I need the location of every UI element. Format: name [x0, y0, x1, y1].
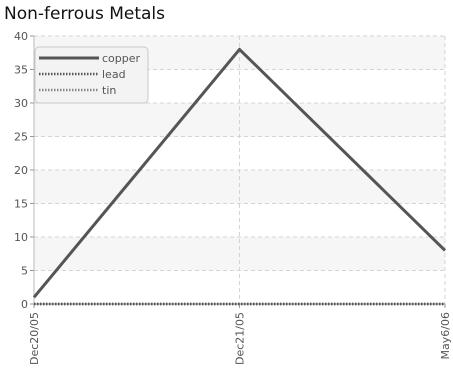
y-tick-label: 35 [14, 64, 28, 77]
y-tick-label: 40 [14, 30, 28, 43]
legend-label-lead: lead [102, 68, 126, 81]
x-tick-label: Dec21/05 [234, 312, 247, 365]
series-lines [32, 47, 447, 306]
y-tick-label: 20 [14, 164, 28, 177]
x-tick-label: May6/06 [439, 312, 452, 359]
x-axis-ticks: Dec20/05 Dec21/05 May6/06 [28, 304, 452, 365]
legend-label-tin: tin [102, 84, 116, 97]
legend-label-copper: copper [102, 52, 141, 65]
chart-title: Non-ferrous Metals [4, 4, 166, 24]
y-axis-ticks: 0 5 10 15 20 25 30 35 40 [14, 30, 34, 311]
y-tick-label: 30 [14, 97, 28, 110]
y-tick-label: 5 [21, 265, 28, 278]
y-tick-label: 0 [21, 298, 28, 311]
y-tick-label: 25 [14, 131, 28, 144]
x-tick-label: Dec20/05 [28, 312, 41, 365]
y-tick-label: 10 [14, 231, 28, 244]
y-tick-label: 15 [14, 198, 28, 211]
series-line-copper [32, 47, 447, 299]
legend: copper lead tin [34, 46, 149, 104]
